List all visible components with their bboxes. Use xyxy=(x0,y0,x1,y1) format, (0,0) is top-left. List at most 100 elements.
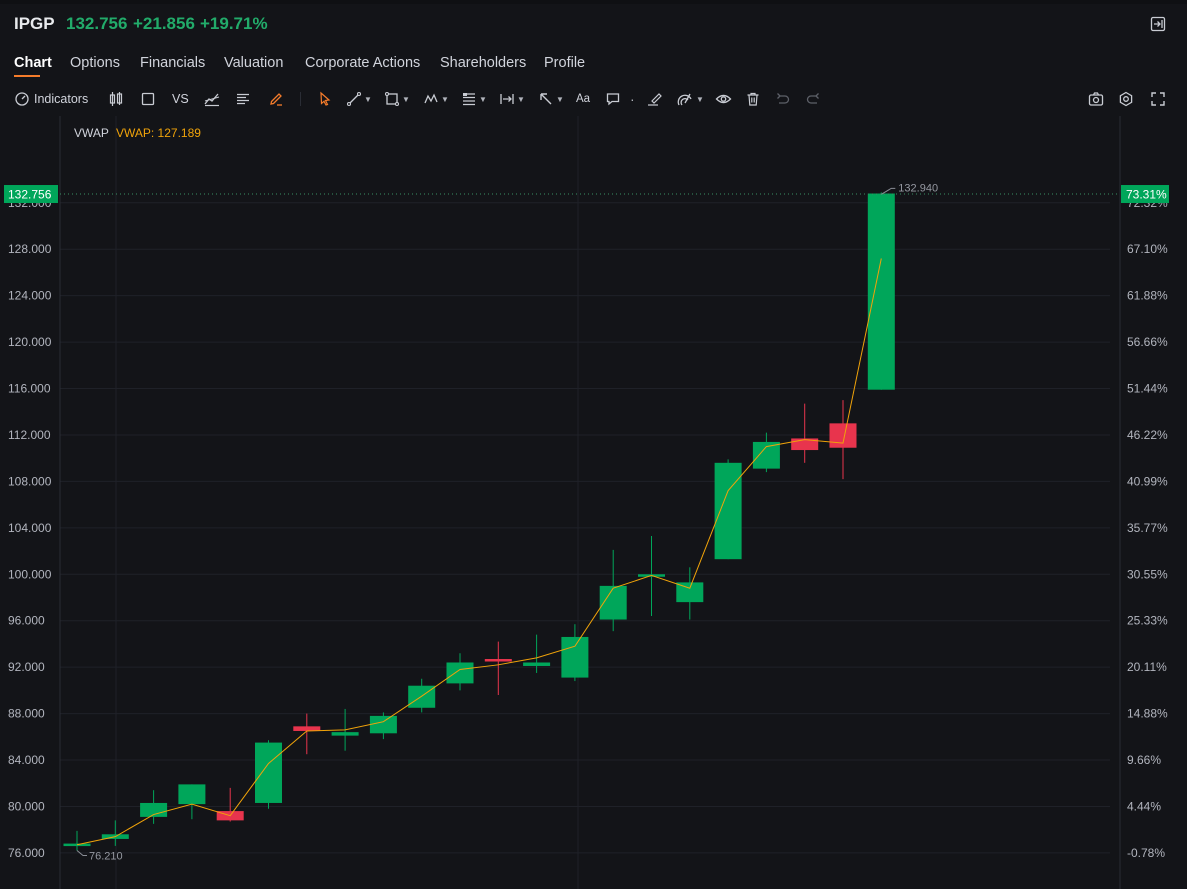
last-price: 132.756 xyxy=(66,14,128,33)
redo-button[interactable] xyxy=(805,88,821,110)
pct-badge xyxy=(1121,185,1169,204)
candles-layer xyxy=(63,192,895,851)
candle-body xyxy=(829,423,857,448)
tab-valuation[interactable]: Valuation xyxy=(224,55,284,71)
tab-chart[interactable]: Chart xyxy=(14,55,52,71)
dot-icon: · xyxy=(630,91,635,107)
y-pct-tick-label: 61.88% xyxy=(1127,289,1168,303)
tab-shareholders[interactable]: Shareholders xyxy=(440,55,527,71)
delete-drawings-button[interactable] xyxy=(745,88,761,110)
section-tabs: Chart Options Financials Valuation Corpo… xyxy=(0,44,1187,82)
high-marker xyxy=(881,187,896,195)
pattern-icon xyxy=(423,91,439,107)
tab-financials[interactable]: Financials xyxy=(140,55,206,71)
y-pct-tick-label: 14.88% xyxy=(1127,707,1168,721)
candle-body xyxy=(714,462,742,560)
ticker-symbol: IPGP xyxy=(14,14,55,33)
chart-area[interactable]: 132.00072.32%128.00067.10%124.00061.88%1… xyxy=(0,116,1187,889)
eye-icon xyxy=(715,91,732,107)
brush-tool-button[interactable] xyxy=(646,88,664,110)
candle-body xyxy=(255,742,282,803)
price-change-percent: +19.71% xyxy=(200,14,268,33)
arrow-up-left-icon xyxy=(538,91,554,107)
tab-options[interactable]: Options xyxy=(70,55,120,71)
y-tick-label: 96.000 xyxy=(8,614,45,628)
cursor-tool-button[interactable] xyxy=(317,88,333,110)
candle-body xyxy=(752,441,780,469)
compare-button[interactable]: VS xyxy=(168,88,189,110)
y-tick-label: 116.000 xyxy=(8,382,51,396)
text-tool-button[interactable]: Aa xyxy=(575,88,590,110)
visibility-button[interactable] xyxy=(715,88,732,110)
comment-tool-button[interactable] xyxy=(605,88,621,110)
candle-body xyxy=(484,659,512,662)
quote-header: IPGP 132.756 +21.856 +19.71% xyxy=(0,4,1187,44)
cursor-icon xyxy=(317,91,333,107)
layout-button[interactable] xyxy=(140,88,156,110)
text-tool-label: Aa xyxy=(576,93,591,105)
screenshot-button[interactable] xyxy=(1088,88,1104,110)
y-pct-tick-label: 9.66% xyxy=(1127,753,1161,767)
lines-icon xyxy=(235,91,251,107)
indicators-button[interactable]: Indicators xyxy=(14,88,88,110)
y-tick-label: 76.000 xyxy=(8,846,45,860)
y-tick-label: 108.000 xyxy=(8,474,52,488)
chart-toolbar: Indicators VS ▼ xyxy=(0,84,1187,114)
vwap-line xyxy=(76,258,882,846)
chart-type-button[interactable] xyxy=(108,88,124,110)
line-tool-button[interactable]: ▼ xyxy=(346,88,372,110)
fibonacci-icon xyxy=(461,91,477,107)
chevron-down-icon: ▼ xyxy=(479,94,487,104)
pct-badge-label: 73.31% xyxy=(1126,188,1167,202)
draw-toggle-button[interactable] xyxy=(268,88,284,110)
fullscreen-button[interactable] xyxy=(1150,88,1166,110)
magnet-icon xyxy=(676,91,694,107)
chevron-down-icon: ▼ xyxy=(441,94,449,104)
more-tools-dot[interactable]: · xyxy=(630,88,635,110)
undo-button[interactable] xyxy=(775,88,791,110)
candle-body xyxy=(446,662,474,684)
arrow-tool-button[interactable]: ▼ xyxy=(538,88,564,110)
exit-panel-icon[interactable] xyxy=(1150,16,1166,32)
y-pct-tick-label: -0.78% xyxy=(1127,846,1165,860)
text-align-button[interactable] xyxy=(235,88,251,110)
magnet-tool-button[interactable]: ▼ xyxy=(676,88,704,110)
candle-body xyxy=(523,662,551,666)
shape-tool-button[interactable]: ▼ xyxy=(384,88,410,110)
y-pct-tick-label: 30.55% xyxy=(1127,567,1168,581)
y-pct-tick-label: 56.66% xyxy=(1127,335,1168,349)
candle-body xyxy=(676,582,704,603)
brush-icon xyxy=(646,91,664,107)
candle-body xyxy=(331,732,359,736)
pattern-tool-button[interactable]: ▼ xyxy=(423,88,449,110)
measure-tool-button[interactable]: ▼ xyxy=(499,88,525,110)
y-tick-label: 112.000 xyxy=(8,428,51,442)
gauge-icon xyxy=(14,91,30,107)
y-pct-tick-label: 40.99% xyxy=(1127,474,1168,488)
settings-button[interactable] xyxy=(1118,88,1134,110)
candle-body xyxy=(561,636,589,678)
price-chart[interactable]: 132.00072.32%128.00067.10%124.00061.88%1… xyxy=(0,116,1187,889)
trend-chart-icon xyxy=(203,91,221,107)
axes-layer: 132.00072.32%128.00067.10%124.00061.88%1… xyxy=(4,182,1169,863)
price-change: +21.856 xyxy=(133,14,195,33)
tab-corporate-actions[interactable]: Corporate Actions xyxy=(305,55,421,71)
trendline-icon xyxy=(346,91,362,107)
fib-tool-button[interactable]: ▼ xyxy=(461,88,487,110)
price-badge-label: 132.756 xyxy=(8,188,52,202)
y-pct-tick-label: 35.77% xyxy=(1127,521,1168,535)
indicators-label: Indicators xyxy=(34,92,89,106)
redo-icon xyxy=(805,91,821,107)
y-tick-label: 128.000 xyxy=(8,242,52,256)
y-tick-label: 124.000 xyxy=(8,289,52,303)
chart-grid xyxy=(59,116,1121,889)
y-pct-tick-label: 67.10% xyxy=(1127,242,1168,256)
compare-label: VS xyxy=(172,92,189,106)
candle-body xyxy=(140,802,168,817)
strategy-button[interactable] xyxy=(203,88,221,110)
measure-icon xyxy=(499,91,515,107)
tab-profile[interactable]: Profile xyxy=(544,55,586,71)
vwap-layer xyxy=(76,258,882,846)
y-pct-tick-label: 51.44% xyxy=(1127,382,1168,396)
candle-body xyxy=(178,784,206,805)
